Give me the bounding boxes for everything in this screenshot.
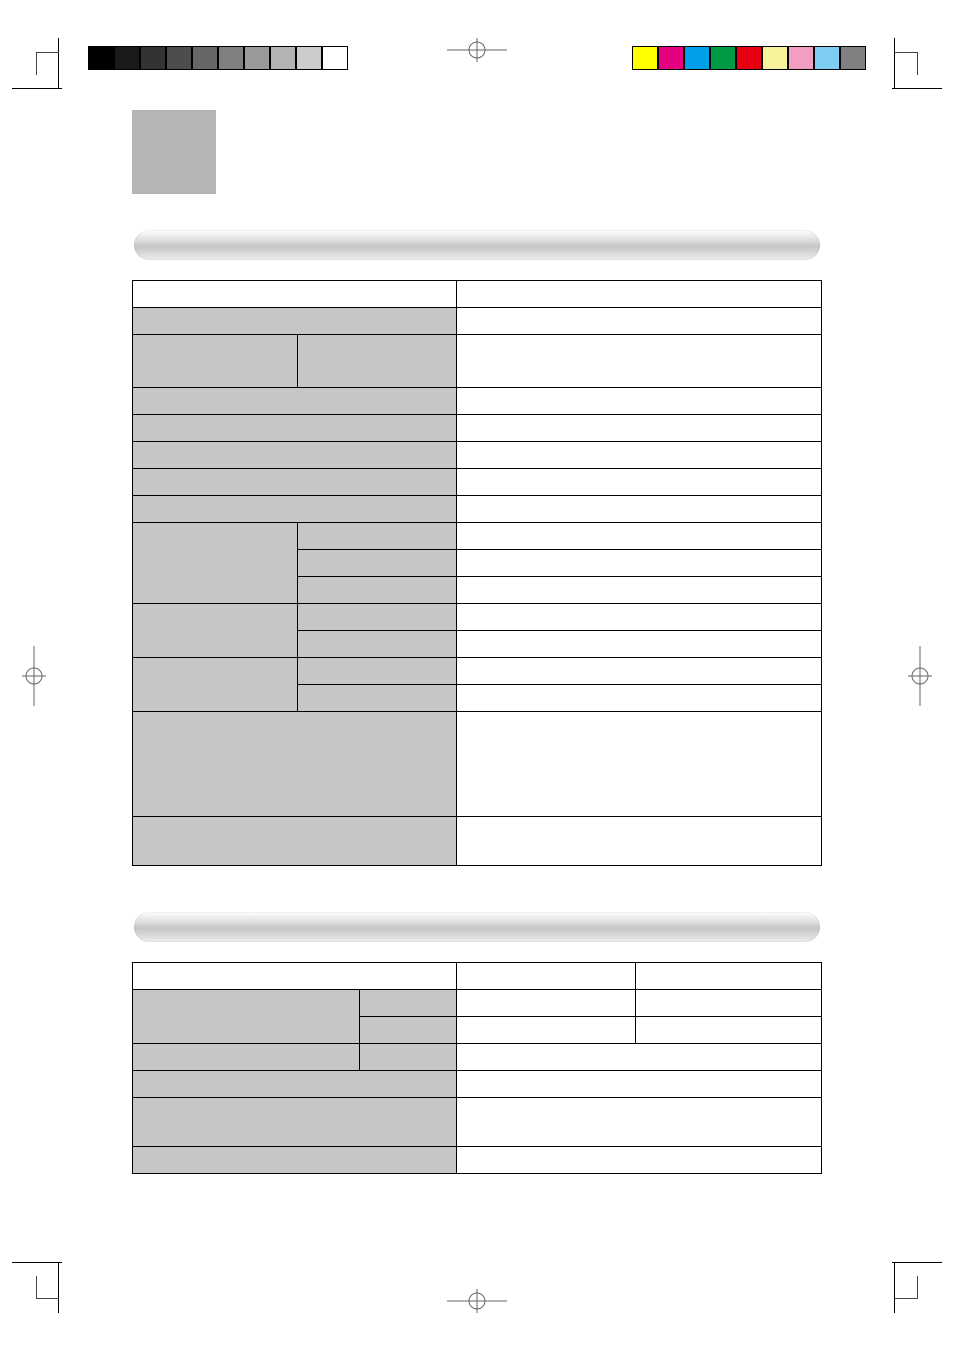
table-value-cell <box>456 990 635 1017</box>
table-label-cell <box>133 523 298 604</box>
table-sublabel-cell <box>298 523 456 550</box>
table-label-cell <box>133 1044 360 1071</box>
table-header-cell <box>133 963 457 990</box>
crop-mark <box>892 88 942 90</box>
crop-mark-inner <box>895 52 918 75</box>
table-label-cell <box>133 469 457 496</box>
swatch <box>814 46 840 70</box>
table-sublabel-cell <box>298 685 456 712</box>
swatch <box>658 46 684 70</box>
swatch <box>762 46 788 70</box>
swatch <box>244 46 270 70</box>
table-value-cell <box>456 712 821 817</box>
table-sublabel-cell <box>360 990 456 1017</box>
swatch <box>218 46 244 70</box>
table-label-cell <box>133 712 457 817</box>
table-label-cell <box>133 308 457 335</box>
table-sublabel-cell <box>298 631 456 658</box>
table-label-cell <box>133 604 298 658</box>
crop-mark-inner <box>895 1276 918 1299</box>
table-value-cell <box>456 335 821 388</box>
table-label-cell <box>133 496 457 523</box>
swatch <box>840 46 866 70</box>
table-value-cell <box>456 442 821 469</box>
table-label-cell <box>133 335 298 388</box>
registration-mark-icon <box>22 646 46 706</box>
table-label-cell <box>133 442 457 469</box>
table-value-cell <box>456 658 821 685</box>
swatch <box>140 46 166 70</box>
swatch <box>632 46 658 70</box>
table-label-cell <box>133 817 457 866</box>
grayscale-calibration-bar <box>88 46 348 70</box>
crop-mark <box>12 1261 62 1263</box>
table-value-cell <box>456 631 821 658</box>
section-tab <box>132 110 216 194</box>
table-value-cell <box>456 496 821 523</box>
table-value-cell <box>456 1147 821 1174</box>
crop-mark-inner <box>36 1276 59 1299</box>
table-sublabel-cell <box>298 658 456 685</box>
swatch <box>270 46 296 70</box>
table-value-cell <box>456 1044 821 1071</box>
table-value-cell <box>456 523 821 550</box>
table-value-cell <box>456 604 821 631</box>
table-label-cell <box>133 1098 457 1147</box>
swatch <box>788 46 814 70</box>
table-header-cell <box>456 963 635 990</box>
table-value-cell <box>456 1017 635 1044</box>
table-label-cell <box>133 658 298 712</box>
table-sublabel-cell <box>298 604 456 631</box>
table-value-cell <box>456 388 821 415</box>
table-sublabel-cell <box>298 335 456 388</box>
table-sublabel-cell <box>298 550 456 577</box>
crop-mark <box>892 1261 942 1263</box>
table-sublabel-cell <box>360 1017 456 1044</box>
table-value-cell <box>456 1098 821 1147</box>
swatch <box>88 46 114 70</box>
table-value-cell <box>456 469 821 496</box>
section-heading-bar <box>134 230 820 260</box>
spec-table-2 <box>132 962 822 1174</box>
table-value-cell <box>456 415 821 442</box>
page-content <box>132 110 822 1241</box>
swatch <box>166 46 192 70</box>
section-heading-bar <box>134 912 820 942</box>
table-label-cell <box>133 1071 457 1098</box>
table-header-cell <box>635 963 821 990</box>
color-calibration-bar <box>632 46 866 70</box>
swatch <box>736 46 762 70</box>
table-label-cell <box>133 388 457 415</box>
swatch <box>192 46 218 70</box>
table-sublabel-cell <box>298 577 456 604</box>
table-value-cell <box>635 990 821 1017</box>
table-value-cell <box>635 1017 821 1044</box>
swatch <box>114 46 140 70</box>
spec-table-1 <box>132 280 822 866</box>
table-label-cell <box>133 990 360 1044</box>
swatch <box>684 46 710 70</box>
table-header-cell <box>456 281 821 308</box>
swatch <box>322 46 348 70</box>
swatch <box>296 46 322 70</box>
table-value-cell <box>456 550 821 577</box>
table-value-cell <box>456 817 821 866</box>
swatch <box>710 46 736 70</box>
crop-mark <box>12 88 62 90</box>
table-value-cell <box>456 685 821 712</box>
table-value-cell <box>456 308 821 335</box>
crop-mark-inner <box>36 52 59 75</box>
table-sublabel-cell <box>360 1044 456 1071</box>
registration-mark-icon <box>447 1289 507 1313</box>
registration-mark-icon <box>908 646 932 706</box>
registration-mark-icon <box>447 38 507 62</box>
table-value-cell <box>456 1071 821 1098</box>
table-label-cell <box>133 415 457 442</box>
table-value-cell <box>456 577 821 604</box>
table-header-cell <box>133 281 457 308</box>
table-label-cell <box>133 1147 457 1174</box>
